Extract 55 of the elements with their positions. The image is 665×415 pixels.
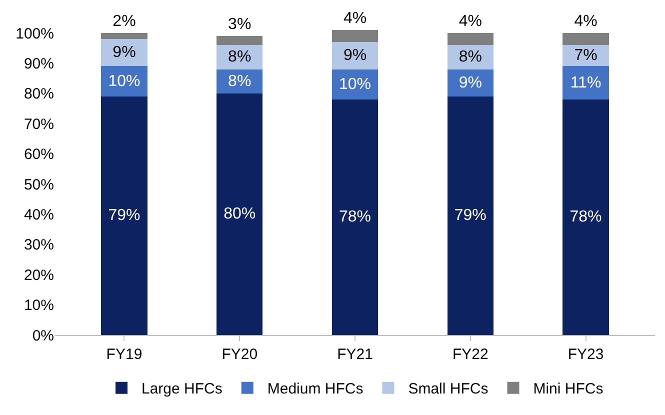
y-tick-label: 40% (24, 206, 54, 224)
y-tick-label: 80% (24, 86, 54, 103)
legend-label: Medium HFCs (267, 380, 364, 398)
data-label: 80% (224, 206, 256, 223)
data-label: 9% (458, 74, 482, 92)
bar (562, 33, 609, 46)
legend-label: Small HFCs (408, 380, 488, 398)
data-label: 7% (574, 47, 598, 64)
bar (332, 42, 378, 70)
data-label: 4% (574, 13, 598, 30)
x-tick-label: FY19 (106, 346, 142, 363)
data-label: 3% (228, 16, 252, 34)
x-tick-label: FY22 (452, 346, 488, 363)
data-label: 10% (108, 72, 140, 90)
y-tick-label: 10% (24, 297, 54, 314)
bar (216, 36, 263, 46)
y-tick-label: 100% (16, 25, 54, 42)
data-label: 79% (108, 207, 140, 224)
y-tick-label: 70% (24, 116, 54, 133)
bar (562, 66, 609, 100)
data-label: 8% (458, 48, 482, 66)
bar (447, 33, 494, 46)
x-tick-label: FY23 (568, 346, 604, 363)
data-label: 9% (112, 44, 136, 62)
legend-label: Mini HFCs (533, 380, 604, 398)
data-label: 10% (338, 76, 372, 93)
data-label: 8% (228, 72, 252, 90)
bar (101, 33, 148, 40)
data-label: 11% (570, 74, 602, 92)
y-tick-label: 90% (24, 55, 54, 72)
y-tick-label: 30% (24, 236, 54, 254)
data-label: 78% (570, 208, 602, 226)
x-tick-label: FY21 (337, 346, 373, 363)
data-label: 4% (343, 10, 367, 27)
y-tick-label: 50% (24, 176, 54, 194)
bar (332, 30, 378, 42)
data-label: 2% (112, 13, 136, 30)
bar (101, 66, 148, 96)
bar (101, 96, 148, 335)
bar (332, 99, 378, 335)
y-tick-label: 60% (24, 146, 54, 164)
bar (101, 39, 148, 66)
y-tick-label: 20% (24, 266, 54, 284)
y-tick-label: 0% (32, 327, 54, 344)
legend-label: Large HFCs (142, 380, 222, 398)
bar (216, 45, 263, 70)
data-label: 79% (454, 207, 486, 224)
data-label: 78% (338, 208, 372, 226)
data-label: 9% (343, 47, 367, 64)
data-label: 8% (228, 48, 252, 66)
bar (562, 99, 609, 335)
data-label: 4% (458, 13, 482, 30)
bar (447, 96, 494, 335)
x-tick-label: FY20 (222, 346, 258, 363)
bar (216, 93, 263, 335)
